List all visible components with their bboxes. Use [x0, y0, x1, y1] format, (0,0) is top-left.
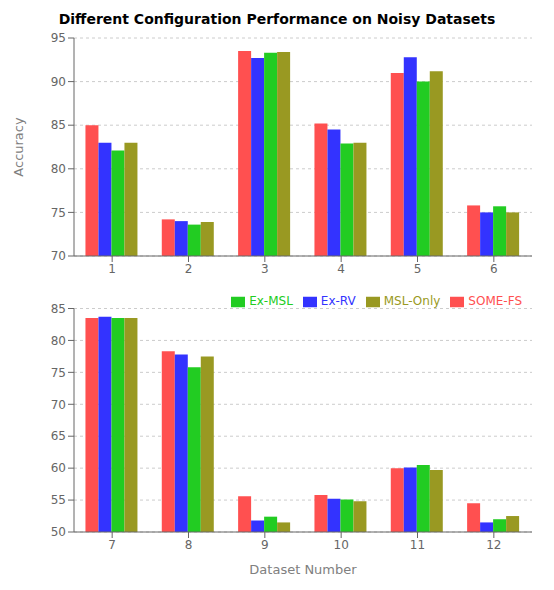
svg-text:85: 85 [51, 118, 66, 132]
svg-text:50: 50 [51, 525, 66, 539]
svg-text:5: 5 [414, 262, 422, 276]
svg-text:90: 90 [51, 75, 66, 89]
svg-text:7: 7 [108, 538, 116, 552]
svg-text:12: 12 [486, 538, 501, 552]
svg-text:8: 8 [185, 538, 193, 552]
svg-text:85: 85 [51, 302, 66, 316]
svg-text:70: 70 [51, 398, 66, 412]
svg-text:9: 9 [261, 538, 269, 552]
svg-text:80: 80 [51, 334, 66, 348]
svg-text:4: 4 [337, 262, 345, 276]
svg-text:3: 3 [261, 262, 269, 276]
svg-text:Dataset Number: Dataset Number [249, 562, 357, 577]
html-text:MSL-Only: MSL-Only [383, 294, 441, 308]
svg-text:2: 2 [185, 262, 193, 276]
html-text:SOME-FS: SOME-FS [468, 294, 522, 308]
svg-text:65: 65 [51, 429, 66, 443]
html-text:Different Configuration Perfor: Different Configuration Performance on N… [58, 11, 496, 27]
svg-text:1: 1 [108, 262, 116, 276]
svg-text:75: 75 [51, 206, 66, 220]
html-text:Ex-RV: Ex-RV [320, 294, 356, 308]
svg-text:75: 75 [51, 366, 66, 380]
svg-text:10: 10 [334, 538, 349, 552]
svg-text:70: 70 [51, 249, 66, 263]
html-text:Ex-MSL: Ex-MSL [249, 294, 293, 308]
svg-text:6: 6 [490, 262, 498, 276]
svg-text:11: 11 [410, 538, 425, 552]
svg-text:95: 95 [51, 31, 66, 45]
svg-text:Accuracy: Accuracy [11, 117, 26, 177]
svg-text:60: 60 [51, 461, 66, 475]
svg-text:55: 55 [51, 493, 66, 507]
svg-text:80: 80 [51, 162, 66, 176]
